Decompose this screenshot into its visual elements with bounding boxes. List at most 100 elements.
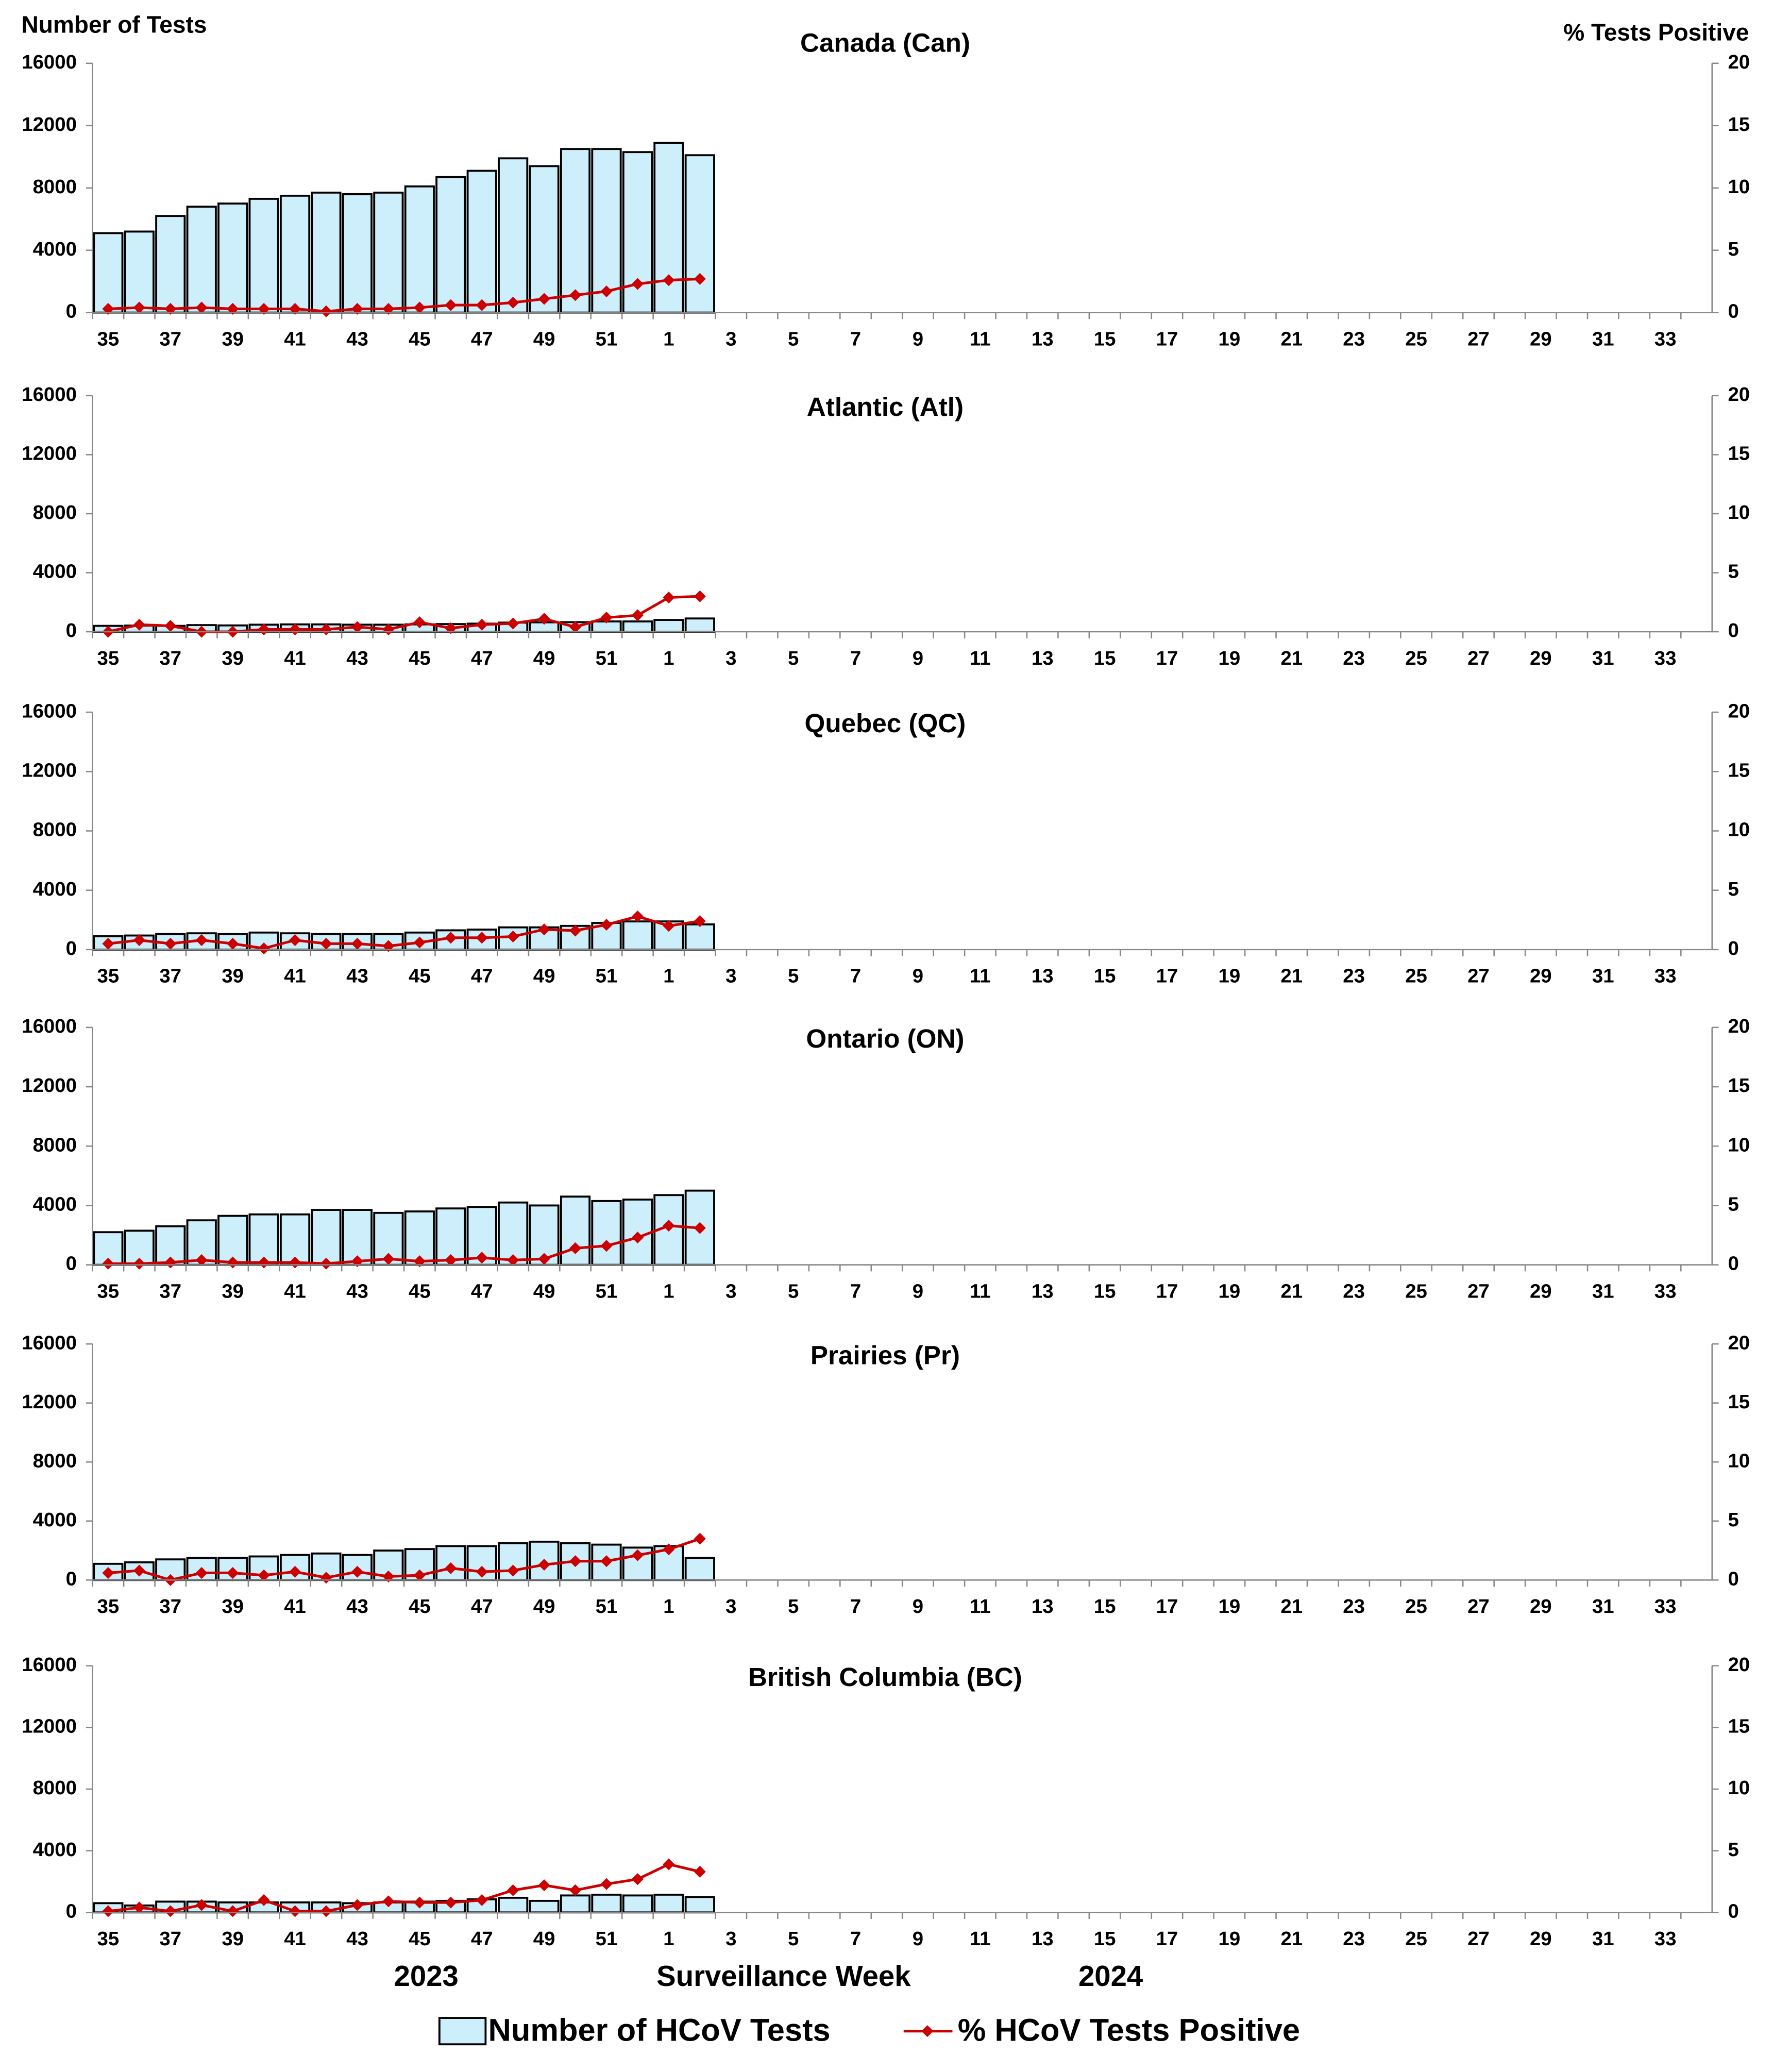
line-marker — [258, 302, 270, 315]
y-tick-label: 8000 — [33, 1134, 77, 1156]
x-tick-label: 9 — [913, 1928, 923, 1950]
x-tick-label: 5 — [788, 965, 799, 987]
x-tick-label: 3 — [725, 965, 736, 987]
y-tick-label: 4000 — [33, 1193, 77, 1216]
x-tick-label: 11 — [970, 965, 991, 987]
x-tick-label: 45 — [409, 1280, 431, 1302]
line-marker — [663, 1543, 675, 1556]
x-tick-label: 37 — [159, 1595, 181, 1618]
x-tick-label: 29 — [1530, 1595, 1552, 1618]
line-marker — [538, 1253, 550, 1265]
line-marker — [507, 296, 519, 309]
y-tick-label: 0 — [66, 937, 77, 959]
line-marker — [538, 1879, 550, 1892]
x-tick-label: 17 — [1156, 1595, 1178, 1618]
y-tick-label: 16000 — [22, 383, 77, 406]
x-tick-label: 7 — [850, 647, 861, 669]
x-tick-label: 17 — [1156, 328, 1178, 350]
x-tick-label: 29 — [1530, 328, 1552, 350]
y2-tick-label: 15 — [1728, 443, 1750, 465]
x-tick-label: 13 — [1032, 647, 1054, 669]
x-tick-label: 19 — [1219, 647, 1241, 669]
x-tick-label: 39 — [222, 1280, 244, 1302]
line-marker — [351, 937, 363, 950]
x-tick-label: 9 — [913, 1280, 923, 1302]
line-marker — [569, 289, 582, 301]
x-tick-label: 9 — [913, 328, 923, 350]
line-marker — [445, 932, 457, 944]
line-marker — [227, 302, 239, 315]
x-tick-label: 51 — [596, 647, 618, 669]
bar — [591, 1893, 622, 1914]
x-tick-label: 45 — [409, 647, 431, 669]
x-tick-label: 27 — [1467, 1928, 1490, 1950]
x-tick-label: 35 — [97, 965, 120, 987]
x-tick-label: 29 — [1530, 647, 1552, 669]
line-marker — [476, 299, 488, 311]
x-tick-label: 3 — [725, 1280, 736, 1302]
x-tick-label: 19 — [1219, 965, 1241, 987]
x-tick-label: 39 — [222, 1928, 244, 1950]
line — [108, 1863, 700, 1913]
y2-tick-label: 15 — [1728, 1715, 1750, 1737]
bar — [155, 215, 186, 314]
x-tick-label: 3 — [725, 328, 736, 350]
x-tick-label: 9 — [913, 1595, 923, 1618]
legend-marker — [921, 2025, 934, 2037]
line-marker — [320, 1257, 332, 1270]
x-tick-label: 47 — [471, 1280, 493, 1302]
bar — [591, 148, 622, 314]
x-tick-label: 5 — [788, 328, 799, 350]
line-marker — [289, 934, 301, 946]
chart-title: Canada (Can) — [800, 28, 970, 58]
x-tick-label: 11 — [970, 647, 991, 669]
line-marker — [133, 1901, 145, 1914]
x-tick-label: 35 — [97, 328, 120, 350]
x-tick-label: 7 — [850, 1595, 861, 1618]
x-tick-label: 25 — [1405, 328, 1427, 350]
x-tick-label: 25 — [1405, 1595, 1427, 1618]
line-marker — [663, 274, 675, 287]
line-marker — [538, 293, 550, 305]
x-tick-label: 31 — [1592, 965, 1614, 987]
chart-title: Ontario (ON) — [806, 1024, 964, 1053]
y2-tick-label: 5 — [1728, 1839, 1738, 1861]
x-tick-label: 15 — [1094, 1595, 1116, 1618]
y2-tick-label: 5 — [1728, 1509, 1738, 1531]
bar — [248, 197, 279, 314]
x-tick-label: 13 — [1032, 1595, 1054, 1618]
x-tick-label: 41 — [284, 647, 306, 669]
x-tick-label: 27 — [1467, 647, 1490, 669]
bar — [435, 176, 466, 314]
x-tick-label: 7 — [850, 328, 861, 350]
bar — [622, 620, 653, 633]
line-marker — [631, 278, 644, 290]
x-tick-label: 1 — [663, 1928, 674, 1950]
x-tick-label: 19 — [1219, 328, 1241, 350]
y2-tick-label: 5 — [1728, 1193, 1738, 1216]
y-tick-label: 0 — [66, 300, 77, 323]
x-tick-label: 33 — [1654, 1280, 1677, 1302]
line-marker — [133, 301, 145, 314]
y-tick-label: 8000 — [33, 819, 77, 841]
line-marker — [195, 301, 208, 314]
line-marker — [289, 1565, 301, 1578]
x-tick-label: 1 — [663, 965, 674, 987]
x-tick-label: 3 — [725, 1595, 736, 1618]
x-tick-label: 29 — [1530, 1280, 1552, 1302]
line-marker — [413, 1896, 426, 1909]
x-tick-label: 49 — [533, 965, 555, 987]
line-marker — [538, 1559, 550, 1571]
y-axis-label: Number of Tests — [21, 11, 207, 38]
x-tick-label: 47 — [471, 647, 493, 669]
x-tick-label: 39 — [222, 328, 244, 350]
line-marker — [694, 590, 706, 602]
line-marker — [476, 618, 488, 631]
x-tick-label: 9 — [913, 647, 923, 669]
x-tick-label: 45 — [409, 328, 431, 350]
bar — [124, 230, 155, 314]
y-tick-label: 4000 — [33, 1839, 77, 1861]
line-marker — [227, 1905, 239, 1917]
chart-title: Quebec (QC) — [805, 709, 966, 738]
